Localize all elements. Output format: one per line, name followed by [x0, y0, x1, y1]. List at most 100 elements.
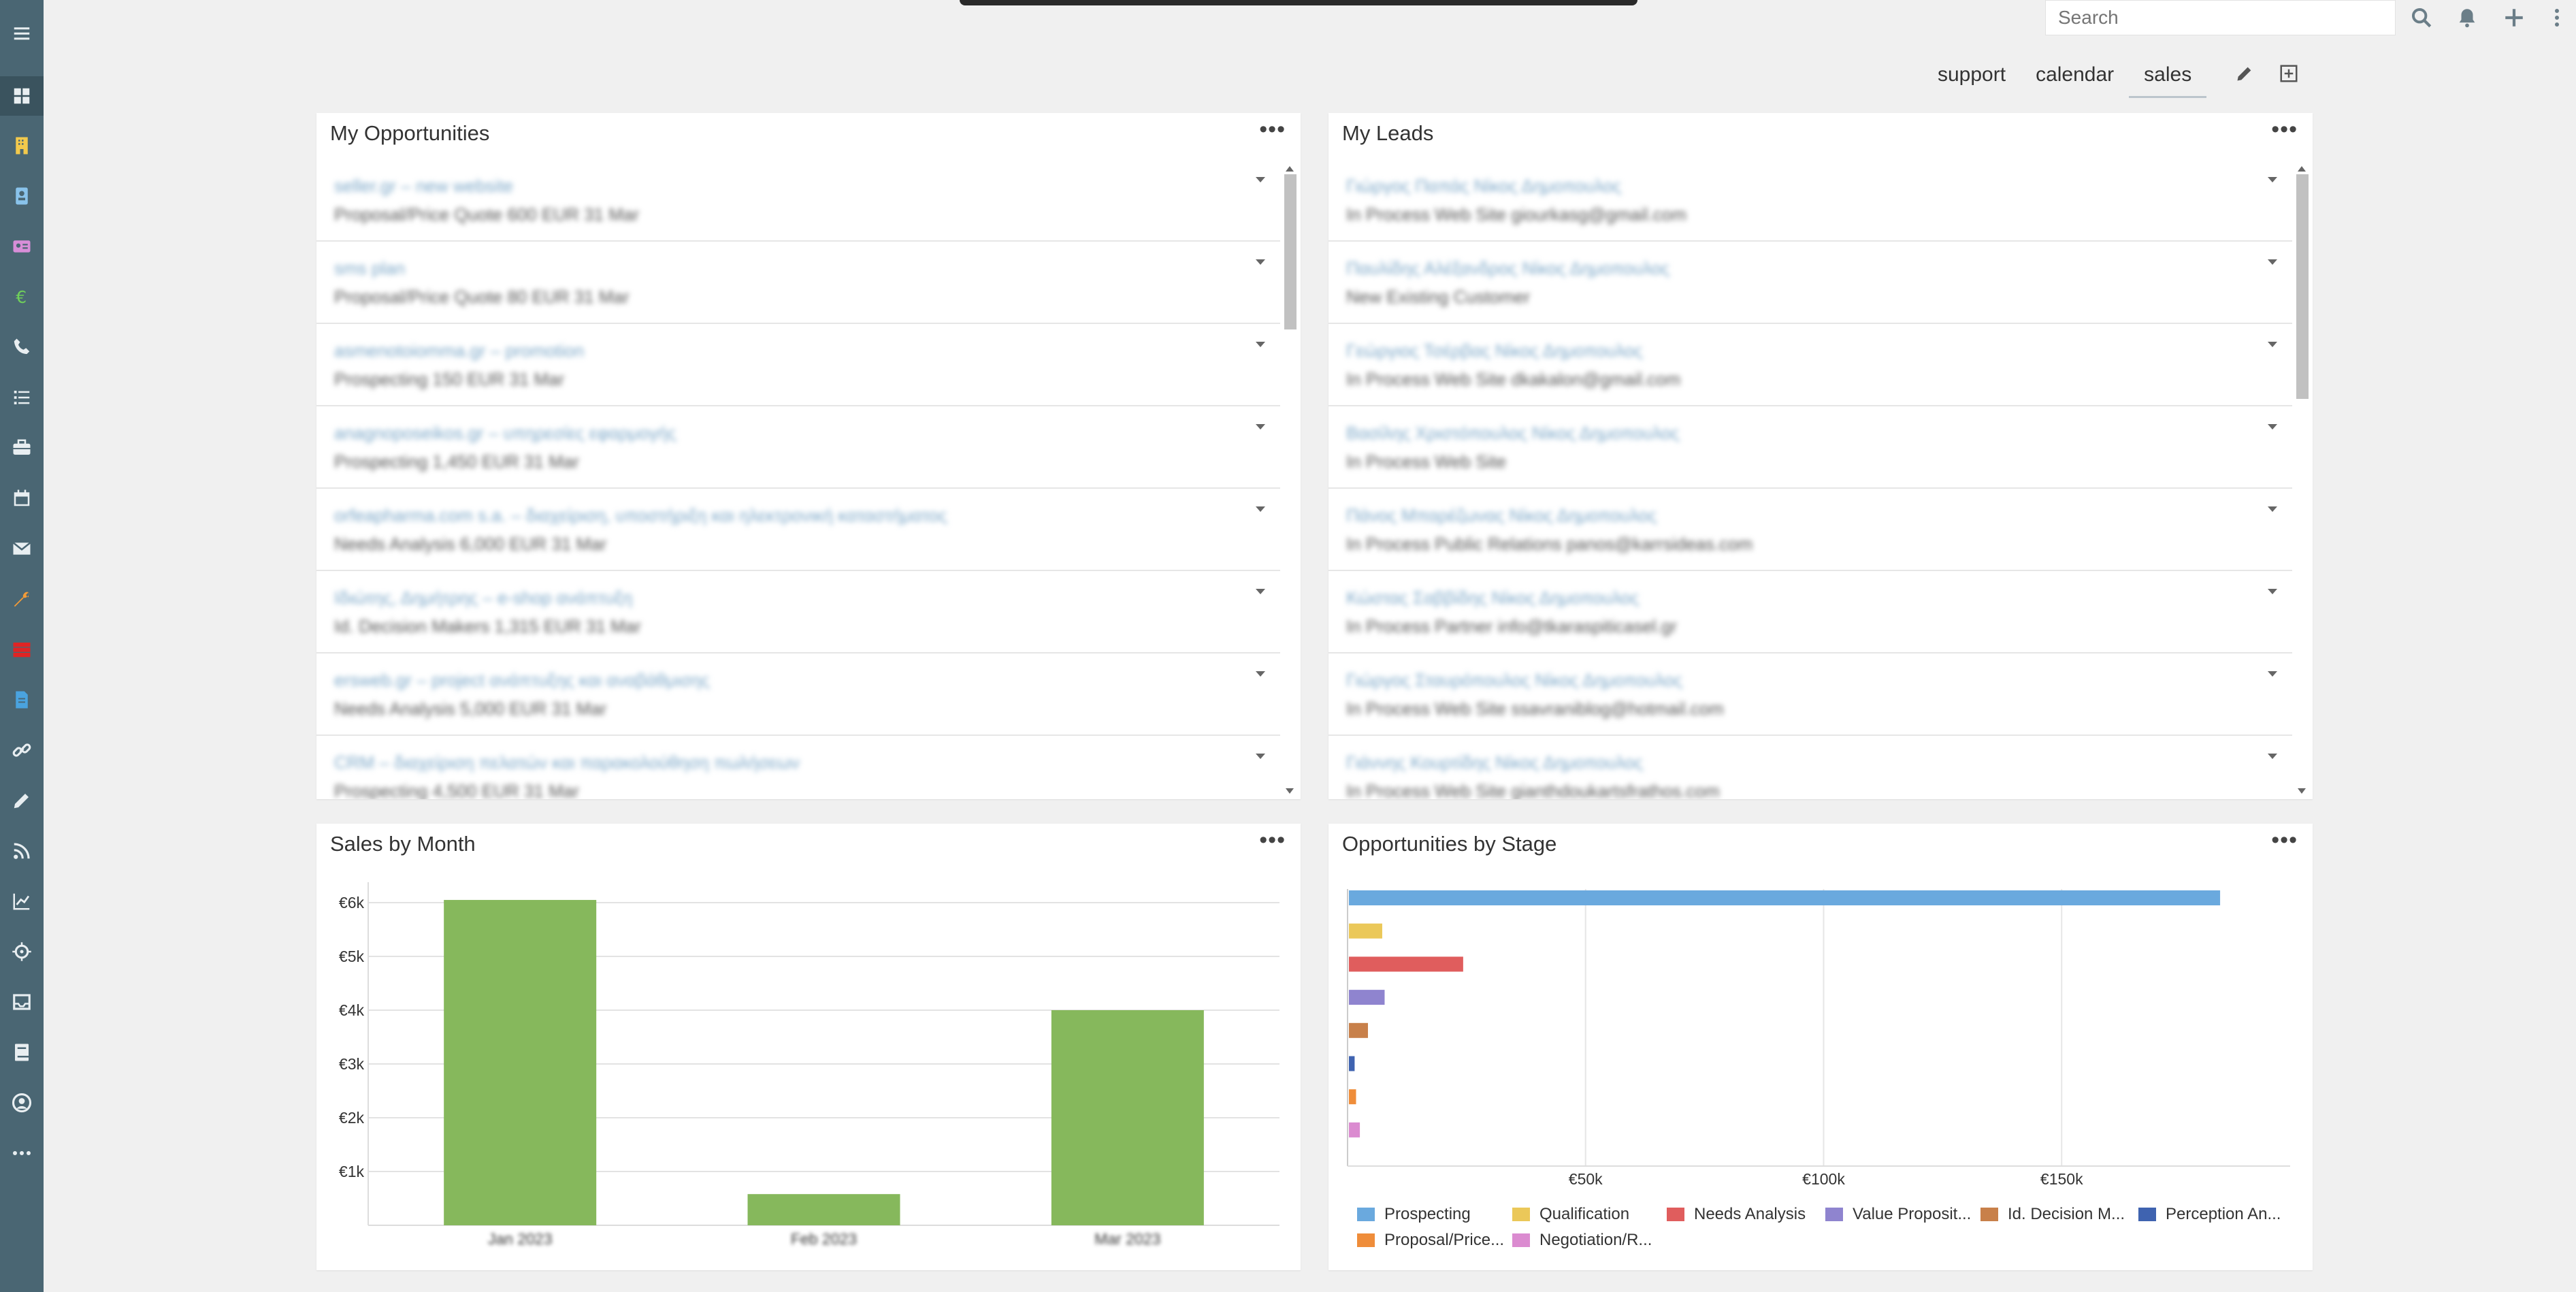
- y-tick-label: €6k: [339, 894, 365, 911]
- legend-item[interactable]: Needs Analysis: [1667, 1205, 1806, 1224]
- email-icon[interactable]: [0, 529, 44, 568]
- list-item[interactable]: Γιώργος Σταυρόπουλος Νίκος Δημοπουλος In …: [1328, 653, 2292, 736]
- panel-menu-icon[interactable]: •••: [2271, 116, 2298, 142]
- row-actions-dropdown[interactable]: [2268, 589, 2277, 594]
- row-actions-dropdown[interactable]: [2268, 754, 2277, 759]
- user-icon[interactable]: [0, 1083, 44, 1123]
- list-item[interactable]: Γιάννης Κουρτίδης Νίκος Δημοπουλος In Pro…: [1328, 736, 2292, 799]
- calendar-icon[interactable]: [0, 479, 44, 518]
- row-actions-dropdown[interactable]: [1256, 589, 1265, 594]
- calls-icon[interactable]: [0, 327, 44, 367]
- chart-icon[interactable]: [0, 882, 44, 921]
- pencil-icon[interactable]: [0, 781, 44, 820]
- record-name[interactable]: CRM – διαχείριση πελατών και παρακολούθη…: [334, 752, 800, 773]
- list-item[interactable]: CRM – διαχείριση πελατών και παρακολούθη…: [316, 736, 1280, 799]
- opportunities-icon[interactable]: €: [0, 277, 44, 317]
- tab-calendar[interactable]: calendar: [2036, 63, 2115, 86]
- legend-item[interactable]: Proposal/Price...: [1357, 1231, 1504, 1250]
- record-name[interactable]: Ιδιώτης, Δημήτρης – e-shop ανάπτυξη: [334, 587, 633, 608]
- tab-support[interactable]: support: [1938, 63, 2006, 86]
- record-name[interactable]: Βασίλης Χριστόπουλος Νίκος Δημοπουλος: [1346, 423, 1680, 443]
- sales-by-month-panel: Sales by Month ••• €1k €2k €3k €4k €5k €6k Jan…: [316, 824, 1301, 1270]
- row-actions-dropdown[interactable]: [1256, 342, 1265, 347]
- legend-item[interactable]: Value Proposit...: [1825, 1205, 1971, 1224]
- legend-item[interactable]: Prospecting: [1357, 1205, 1471, 1224]
- record-name[interactable]: Γιώργος Παπάς Νίκος Δημοπουλος: [1346, 176, 1622, 196]
- list-item[interactable]: Γεώργιος Τσέρβας Νίκος Δημοπουλος In Proc…: [1328, 324, 2292, 406]
- list-item[interactable]: sms plan Proposal/Price Quote 80 EUR 31 M…: [316, 242, 1280, 324]
- scrollbar[interactable]: [1282, 159, 1299, 799]
- more-icon[interactable]: [0, 1133, 44, 1173]
- list-item[interactable]: Παυλίδης Αλέξανδρος Νίκος Δημοπουλος New …: [1328, 242, 2292, 324]
- record-name[interactable]: Γεώργιος Τσέρβας Νίκος Δημοπουλος: [1346, 340, 1643, 361]
- inbox-icon[interactable]: [0, 982, 44, 1022]
- search-input[interactable]: [2045, 0, 2396, 35]
- row-actions-dropdown[interactable]: [1256, 754, 1265, 759]
- search-icon[interactable]: [2408, 4, 2435, 31]
- legend-item[interactable]: Perception An...: [2138, 1205, 2281, 1224]
- record-name[interactable]: Γιάννης Κουρτίδης Νίκος Δημοπουλος: [1346, 752, 1643, 773]
- legend-item[interactable]: Id. Decision M...: [1980, 1205, 2125, 1224]
- list-item[interactable]: anagnoposeikos.gr – υπηρεσίες εφαρμογής P…: [316, 406, 1280, 489]
- record-name[interactable]: sms plan: [334, 258, 406, 278]
- row-actions-dropdown[interactable]: [1256, 424, 1265, 430]
- edit-dashboard-icon[interactable]: [2231, 60, 2258, 87]
- list-item[interactable]: Γιώργος Παπάς Νίκος Δημοπουλος In Process…: [1328, 159, 2292, 242]
- accounts-icon[interactable]: [0, 126, 44, 165]
- bar: [1349, 890, 2221, 905]
- list-item[interactable]: Ιδιώτης, Δημήτρης – e-shop ανάπτυξη Id. D…: [316, 571, 1280, 653]
- row-actions-dropdown[interactable]: [2268, 177, 2277, 182]
- row-actions-dropdown[interactable]: [2268, 506, 2277, 512]
- list-item[interactable]: Πάνος Μπαρέζωνας Νίκος Δημοπουλος In Proc…: [1328, 489, 2292, 571]
- record-name[interactable]: Κώστας Σαββίδης Νίκος Δημοπουλος: [1346, 587, 1640, 608]
- book-icon[interactable]: [0, 1033, 44, 1072]
- bar: [444, 900, 597, 1225]
- documents-icon[interactable]: [0, 680, 44, 720]
- record-name[interactable]: Γιώργος Σταυρόπουλος Νίκος Δημοπουλος: [1346, 670, 1682, 690]
- record-name[interactable]: ersweb.gr – project ανάπτυξης και αναβάθ…: [334, 670, 710, 690]
- link-icon[interactable]: [0, 730, 44, 770]
- record-name[interactable]: Πάνος Μπαρέζωνας Νίκος Δημοπουλος: [1346, 505, 1657, 526]
- row-actions-dropdown[interactable]: [2268, 671, 2277, 677]
- list-item[interactable]: Κώστας Σαββίδης Νίκος Δημοπουλος In Proce…: [1328, 571, 2292, 653]
- scrollbar[interactable]: [2294, 159, 2311, 799]
- dashboard-icon[interactable]: [0, 76, 44, 116]
- tasks-icon[interactable]: [0, 378, 44, 417]
- row-actions-dropdown[interactable]: [1256, 671, 1265, 677]
- record-name[interactable]: asmenotoiomma.gr – promotion: [334, 340, 585, 361]
- legend-swatch: [1357, 1208, 1375, 1221]
- add-icon[interactable]: [2500, 4, 2528, 31]
- target-icon[interactable]: [0, 932, 44, 971]
- menu-icon[interactable]: [0, 14, 44, 53]
- row-actions-dropdown[interactable]: [1256, 259, 1265, 265]
- leads-icon[interactable]: [0, 227, 44, 266]
- x-tick-label: Jan 2023: [488, 1230, 553, 1248]
- add-dashlet-icon[interactable]: [2275, 60, 2302, 87]
- list-item[interactable]: Βασίλης Χριστόπουλος Νίκος Δημοπουλος In …: [1328, 406, 2292, 489]
- cases-icon[interactable]: [0, 428, 44, 468]
- legend-item[interactable]: Qualification: [1512, 1205, 1629, 1224]
- tools-icon[interactable]: [0, 579, 44, 619]
- row-actions-dropdown[interactable]: [1256, 506, 1265, 512]
- kebab-menu-icon[interactable]: [2547, 4, 2567, 31]
- list-item[interactable]: asmenotoiomma.gr – promotion Prospecting …: [316, 324, 1280, 406]
- record-name[interactable]: orfeapharma.com s.a. – διαχείριση, υποστ…: [334, 505, 947, 526]
- row-actions-dropdown[interactable]: [2268, 259, 2277, 265]
- panel-menu-icon[interactable]: •••: [1259, 116, 1286, 142]
- tab-sales[interactable]: sales: [2129, 60, 2207, 98]
- stack-icon[interactable]: [0, 630, 44, 669]
- row-actions-dropdown[interactable]: [2268, 342, 2277, 347]
- row-actions-dropdown[interactable]: [1256, 177, 1265, 182]
- row-actions-dropdown[interactable]: [2268, 424, 2277, 430]
- record-name[interactable]: Παυλίδης Αλέξανδρος Νίκος Δημοπουλος: [1346, 258, 1670, 278]
- list-item[interactable]: seller.gr – new website Proposal/Price Qu…: [316, 159, 1280, 242]
- legend-item[interactable]: Negotiation/R...: [1512, 1231, 1652, 1250]
- list-item[interactable]: orfeapharma.com s.a. – διαχείριση, υποστ…: [316, 489, 1280, 571]
- list-item[interactable]: ersweb.gr – project ανάπτυξης και αναβάθ…: [316, 653, 1280, 736]
- legend-swatch: [1357, 1233, 1375, 1247]
- record-name[interactable]: seller.gr – new website: [334, 176, 514, 196]
- record-name[interactable]: anagnoposeikos.gr – υπηρεσίες εφαρμογής: [334, 423, 676, 443]
- contacts-icon[interactable]: [0, 176, 44, 216]
- bell-icon[interactable]: [2453, 4, 2481, 31]
- feed-icon[interactable]: [0, 831, 44, 871]
